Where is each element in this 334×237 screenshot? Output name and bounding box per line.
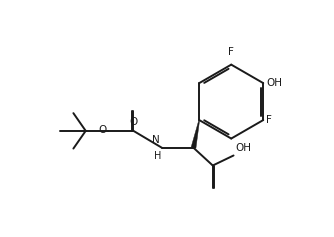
Text: OH: OH — [236, 143, 252, 153]
Text: F: F — [228, 47, 234, 57]
Text: OH: OH — [266, 78, 282, 88]
Text: F: F — [266, 115, 272, 125]
Text: O: O — [129, 117, 138, 127]
Text: N: N — [152, 136, 160, 146]
Text: H: H — [154, 151, 161, 161]
Polygon shape — [191, 120, 200, 148]
Text: O: O — [98, 125, 107, 135]
